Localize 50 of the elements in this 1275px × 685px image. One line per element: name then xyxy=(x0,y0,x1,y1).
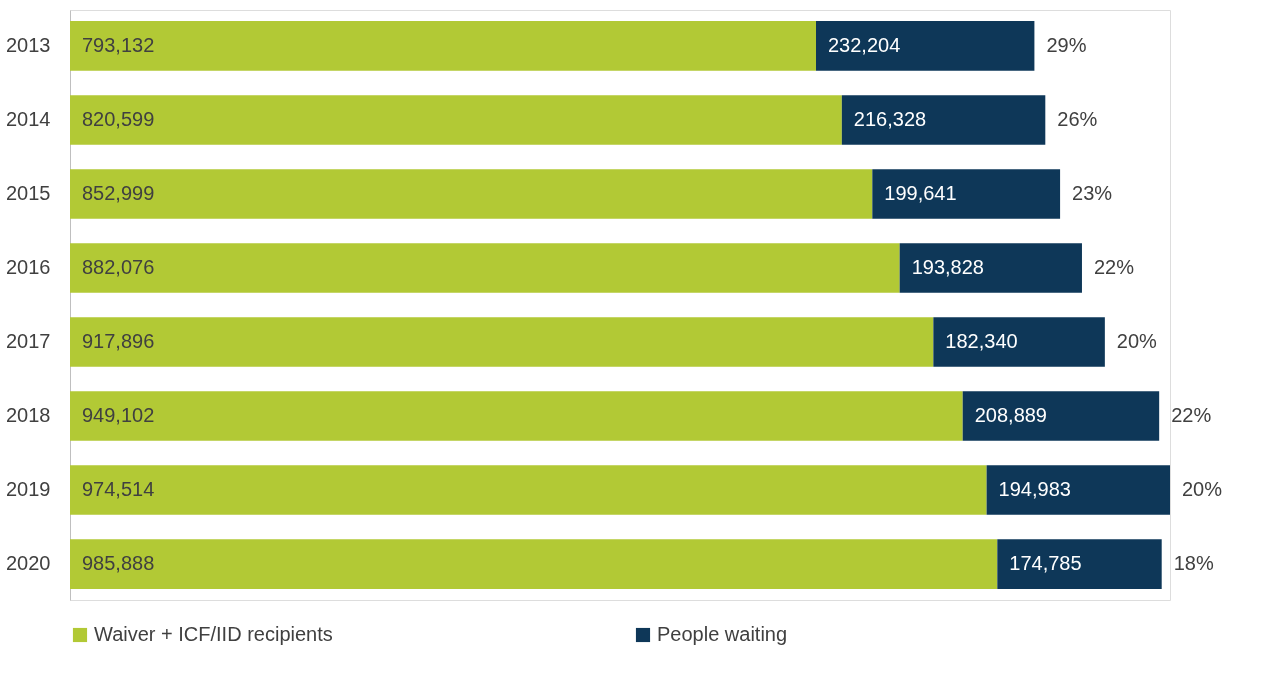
data-label: 793,132 xyxy=(82,33,155,56)
data-label: 974,514 xyxy=(82,478,155,501)
y-tick-label: 2020 xyxy=(6,552,51,575)
legend-label: Waiver + ICF/IID recipients xyxy=(94,623,333,645)
bar xyxy=(70,169,873,219)
annotation: 22% xyxy=(1171,404,1212,427)
y-tick-label: 2017 xyxy=(6,330,51,353)
data-label: 852,999 xyxy=(82,181,155,204)
bar xyxy=(962,391,1160,441)
data-label: 174,785 xyxy=(1009,552,1082,575)
legend-label: People waiting xyxy=(657,623,788,645)
annotation: 20% xyxy=(1182,478,1223,501)
annotation: 20% xyxy=(1116,330,1158,353)
annotation: 29% xyxy=(1046,33,1087,56)
data-label: 820,599 xyxy=(82,107,155,130)
data-label: 199,641 xyxy=(884,181,957,204)
bar xyxy=(933,317,1105,367)
data-label: 882,076 xyxy=(82,255,155,278)
data-label: 208,889 xyxy=(974,404,1047,427)
data-label: 193,828 xyxy=(911,255,984,278)
bar xyxy=(997,539,1162,589)
bar xyxy=(899,243,1082,293)
data-label: 182,340 xyxy=(945,330,1018,353)
y-tick-label: 2013 xyxy=(6,33,51,56)
bar xyxy=(70,21,816,71)
bar xyxy=(70,391,963,441)
data-label: 949,102 xyxy=(82,404,155,427)
bar xyxy=(841,95,1046,145)
y-tick-label: 2016 xyxy=(6,255,51,278)
bar xyxy=(70,539,998,589)
bar xyxy=(986,465,1170,515)
y-tick-label: 2019 xyxy=(6,478,51,501)
bar xyxy=(70,317,934,367)
bar xyxy=(70,243,900,293)
annotation: 18% xyxy=(1173,552,1214,575)
bar xyxy=(872,169,1061,219)
bar xyxy=(816,21,1035,71)
bar xyxy=(70,465,987,515)
y-tick-label: 2014 xyxy=(6,107,51,130)
annotation: 26% xyxy=(1057,107,1098,130)
y-tick-label: 2015 xyxy=(6,181,51,204)
annotation: 22% xyxy=(1093,255,1135,278)
annotation: 23% xyxy=(1072,181,1113,204)
data-label: 194,983 xyxy=(998,478,1071,501)
bar xyxy=(70,95,842,145)
data-label: 232,204 xyxy=(828,33,901,56)
data-label: 917,896 xyxy=(82,330,155,353)
data-label: 216,328 xyxy=(853,107,927,130)
y-tick-label: 2018 xyxy=(6,404,51,427)
data-label: 985,888 xyxy=(82,552,155,575)
